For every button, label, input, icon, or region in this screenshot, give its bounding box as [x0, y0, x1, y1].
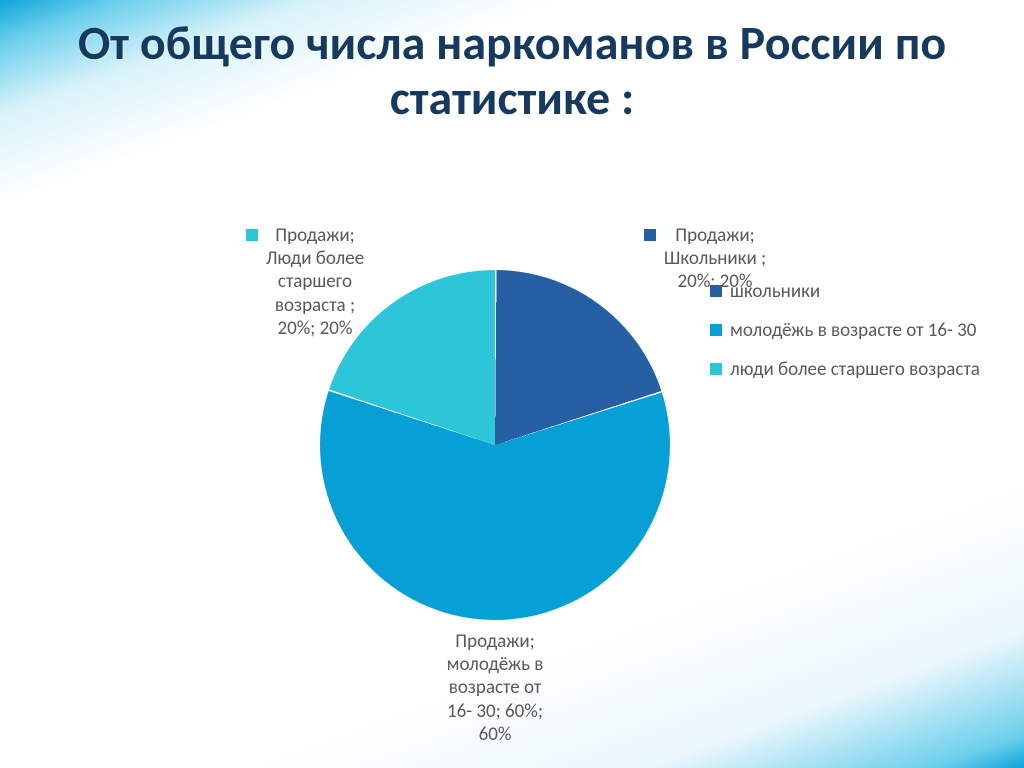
slide: От общего числа наркоманов в России по с… [0, 0, 1024, 768]
slide-title: От общего числа наркоманов в России по с… [0, 15, 1024, 125]
legend-swatch-icon [246, 229, 258, 241]
legend-label: школьники [730, 280, 820, 303]
pie-wrap [320, 270, 670, 620]
legend-swatch-icon [710, 324, 722, 336]
legend-item: люди более старшего возраста [710, 358, 1000, 381]
legend-swatch-icon [710, 285, 722, 297]
legend-item: школьники [710, 280, 1000, 303]
pie-circle [320, 270, 670, 620]
legend-swatch-icon [644, 229, 656, 241]
legend-label: молодёжь в возрасте от 16- 30 [730, 319, 976, 342]
pie-chart: Продажи;Люди болеестаршеговозраста ;20%;… [0, 230, 1024, 730]
data-label-slice-youth: Продажи;молодёжь ввозрасте от16- 30; 60%… [395, 630, 595, 746]
legend-label: люди более старшего возраста [730, 358, 980, 381]
legend-swatch-icon [710, 363, 722, 375]
legend: школьники молодёжь в возрасте от 16- 30 … [710, 280, 1000, 398]
legend-item: молодёжь в возрасте от 16- 30 [710, 319, 1000, 342]
